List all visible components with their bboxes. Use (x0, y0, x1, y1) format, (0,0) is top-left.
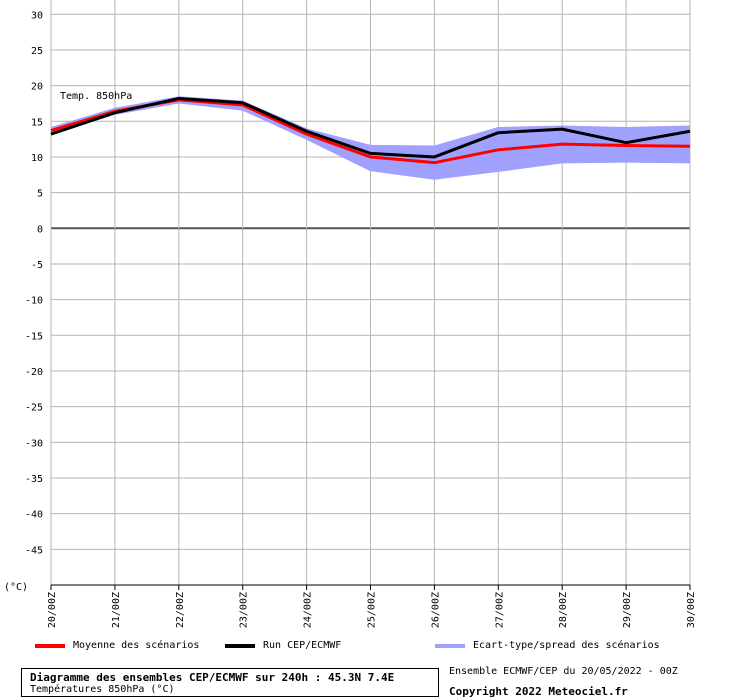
y-tick-label: -30 (25, 438, 43, 449)
y-tick-label: 0 (37, 224, 43, 235)
y-axis-unit: (°C) (4, 582, 28, 593)
y-tick-label: 15 (31, 117, 43, 128)
y-tick-label: -20 (25, 367, 43, 378)
x-tick-label: 20/00Z (47, 592, 58, 628)
copyright: Copyright 2022 Meteociel.fr (449, 685, 628, 698)
y-tick-label: -15 (25, 331, 43, 342)
ensemble-chart: 30 25 20 15 10 5 0 -5 -10 -15 -20 -25 -30 -35 -40 -45 20… (4, 0, 697, 628)
chart-series (50, 96, 691, 165)
x-tick-label: 24/00Z (303, 592, 314, 628)
x-tick-label: 22/00Z (175, 592, 186, 628)
chart-title: Temp. 850hPa (60, 91, 132, 102)
y-tick-label: -35 (25, 474, 43, 485)
chart-axes: 30 25 20 15 10 5 0 -5 -10 -15 -20 -25 -30 -35 -40 -45 20… (25, 10, 697, 628)
legend-swatch-spread (435, 643, 465, 648)
y-tick-label: -45 (25, 545, 43, 556)
legend-label-mean: Moyenne des scénarios (73, 640, 200, 651)
footer-subtitle: Températures 850hPa (°C) (30, 684, 175, 695)
legend-label-run: Run CEP/ECMWF (263, 640, 342, 651)
legend-label-spread: Ecart-type/spread des scénarios (473, 640, 660, 651)
y-tick-label: -10 (25, 296, 43, 307)
legend-item-run: Run CEP/ECMWF (225, 640, 341, 651)
x-tick-label: 30/00Z (686, 592, 697, 628)
y-tick-label: 30 (31, 10, 43, 21)
y-tick-label: 25 (31, 46, 43, 57)
y-tick-label: -40 (25, 510, 43, 521)
run-info: Ensemble ECMWF/CEP du 20/05/2022 - 00Z (449, 666, 678, 677)
x-tick-label: 28/00Z (558, 592, 569, 628)
x-tick-label: 23/00Z (239, 592, 250, 628)
y-tick-label: -5 (31, 260, 43, 271)
y-tick-label: 20 (31, 82, 43, 93)
x-tick-label: 26/00Z (430, 592, 441, 628)
legend: Moyenne des scénarios Run CEP/ECMWF Ecar… (0, 640, 740, 656)
spread-band (51, 96, 690, 180)
y-tick-label: 10 (31, 153, 43, 164)
x-tick-label: 21/00Z (111, 592, 122, 628)
legend-item-spread: Ecart-type/spread des scénarios (435, 640, 660, 651)
x-tick-label: 25/00Z (367, 592, 378, 628)
y-tick-label: 5 (37, 189, 43, 200)
legend-swatch-mean (35, 643, 65, 648)
x-tick-label: 29/00Z (622, 592, 633, 628)
y-tick-label: -25 (25, 403, 43, 414)
footer-title: Diagramme des ensembles CEP/ECMWF sur 24… (30, 671, 395, 684)
footer-info-box: Diagramme des ensembles CEP/ECMWF sur 24… (21, 668, 439, 697)
series-line-run (50, 96, 691, 159)
chart-grid (50, 0, 691, 585)
x-tick-label: 27/00Z (494, 592, 505, 628)
legend-item-mean: Moyenne des scénarios (35, 640, 199, 651)
legend-swatch-run (225, 643, 255, 648)
